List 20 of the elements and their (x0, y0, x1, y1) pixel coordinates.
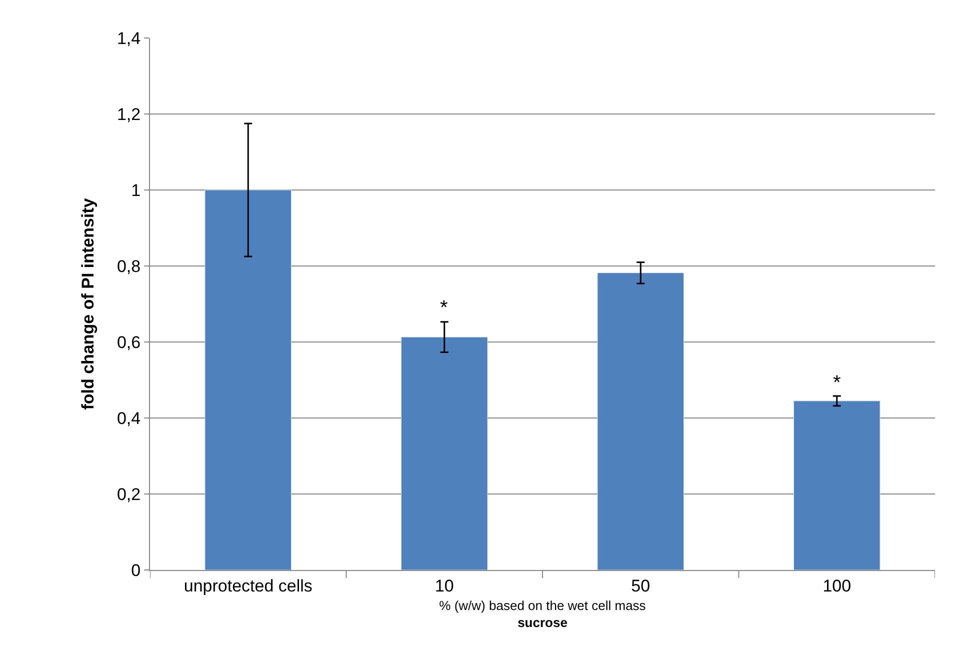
annotation: * (440, 297, 448, 319)
y-tick-label: 0,4 (116, 408, 141, 428)
bar (793, 400, 880, 570)
x-tick-label: unprotected cells (184, 576, 312, 596)
y-axis-title: fold change of PI intensity (78, 198, 98, 410)
x-axis-title: % (w/w) based on the wet cell mass sucrose (439, 598, 646, 630)
bar (400, 336, 488, 570)
y-tick-label: 1,4 (116, 28, 141, 48)
y-tick-label: 1 (131, 180, 141, 200)
bar (597, 272, 684, 570)
y-tick-label: 0 (131, 560, 141, 580)
x-tick-label: 10 (434, 576, 454, 596)
y-tick-label: 0,2 (116, 484, 141, 504)
y-tick-label: 1,2 (116, 104, 141, 124)
bar (204, 190, 292, 570)
x-tick-label: 100 (822, 576, 852, 596)
x-tick-label: 50 (631, 576, 650, 596)
annotation: * (833, 372, 841, 394)
y-tick-label: 0,6 (116, 332, 141, 352)
y-tick-label: 0,8 (116, 256, 141, 276)
